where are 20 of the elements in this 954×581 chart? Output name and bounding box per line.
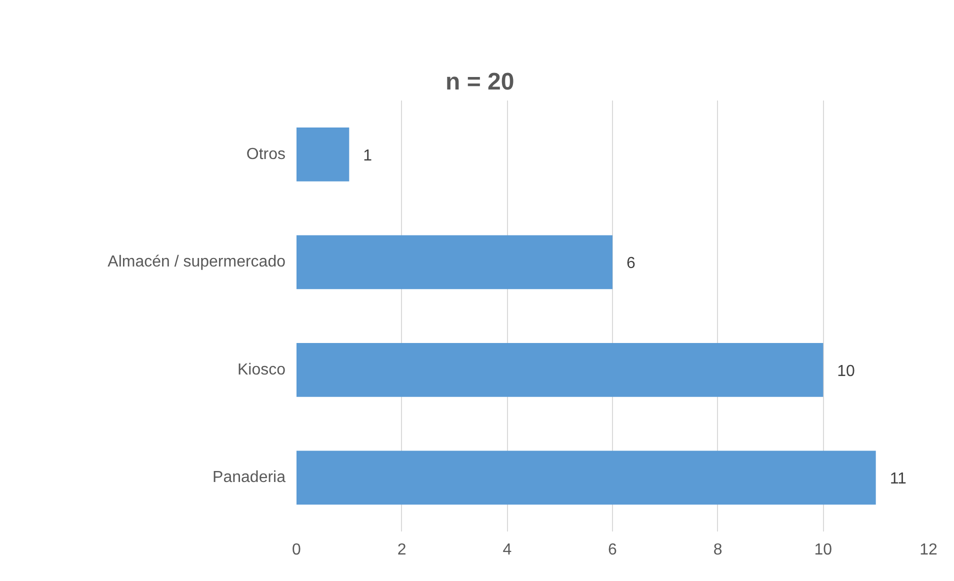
x-tick-label: 2 bbox=[397, 542, 406, 558]
bar bbox=[296, 127, 350, 182]
x-tick-label: 8 bbox=[713, 542, 722, 558]
bar bbox=[296, 342, 824, 397]
data-label: 11 bbox=[890, 470, 907, 488]
x-tick-label: 10 bbox=[814, 542, 832, 558]
y-tick-label: Panaderia bbox=[212, 469, 286, 486]
x-tick-label: 6 bbox=[608, 542, 618, 558]
data-label: 1 bbox=[363, 147, 372, 164]
y-tick-label: Otros bbox=[246, 146, 286, 163]
x-tick-label: 0 bbox=[292, 542, 302, 558]
data-label: 6 bbox=[626, 255, 636, 272]
x-tick-label: 12 bbox=[920, 542, 938, 558]
bar bbox=[296, 235, 612, 290]
y-tick-label: Almacén / supermercado bbox=[108, 254, 286, 271]
chart-title: n = 20 bbox=[446, 68, 514, 96]
x-tick-label: 4 bbox=[502, 542, 512, 558]
y-tick-label: Kiosco bbox=[237, 361, 286, 378]
bar bbox=[296, 450, 876, 505]
data-label: 10 bbox=[837, 362, 856, 380]
